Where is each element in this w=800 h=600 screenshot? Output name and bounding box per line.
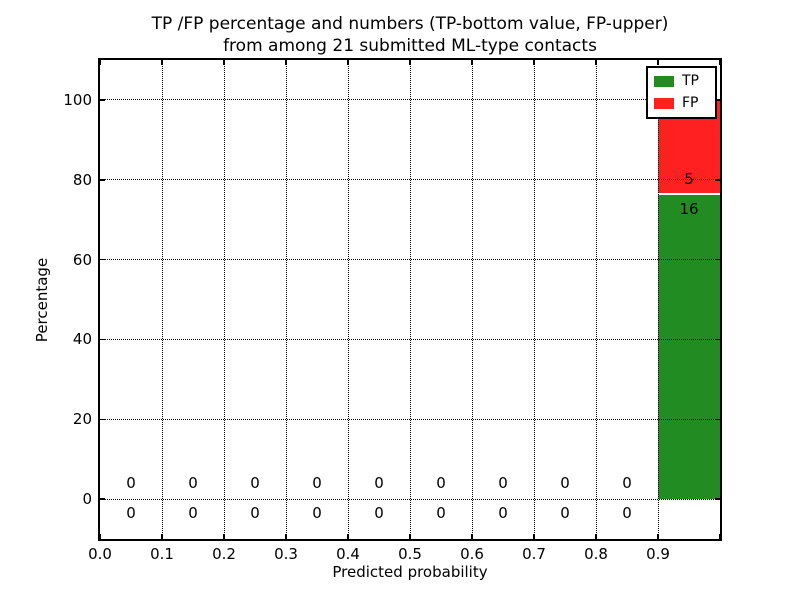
fp-count-label: 0: [622, 474, 632, 493]
gridline-vertical: [347, 60, 349, 539]
chart-title-line1: TP /FP percentage and numbers (TP-bottom…: [151, 14, 669, 34]
fp-count-label: 0: [250, 474, 260, 493]
fp-count-label: 0: [560, 474, 570, 493]
fp-count-label: 5: [684, 169, 694, 188]
y-tick-label: 0: [82, 490, 92, 509]
gridline-vertical: [161, 60, 163, 539]
x-tick-mark: [471, 534, 473, 539]
gridline-horizontal: [100, 418, 720, 420]
y-tick-mark: [100, 498, 105, 500]
gridline-vertical: [533, 60, 535, 539]
legend-label-fp: FP: [682, 95, 699, 111]
x-tick-mark-top: [285, 60, 287, 65]
tp-count-label: 0: [188, 504, 198, 523]
x-tick-mark: [285, 534, 287, 539]
x-tick-mark-top: [347, 60, 349, 65]
legend-label-tp: TP: [682, 73, 699, 89]
x-tick-mark: [657, 534, 659, 539]
x-tick-label: 0.3: [274, 545, 298, 563]
chart-title-line2: from among 21 submitted ML-type contacts: [223, 36, 597, 56]
tp-count-label: 16: [679, 199, 699, 218]
y-tick-mark: [100, 99, 105, 101]
tp-count-label: 0: [374, 504, 384, 523]
gridline-vertical: [595, 60, 597, 539]
fp-count-label: 0: [126, 474, 136, 493]
x-tick-mark-top: [595, 60, 597, 65]
x-tick-label: 0.9: [646, 545, 670, 563]
x-tick-mark-top: [161, 60, 163, 65]
x-tick-mark: [409, 534, 411, 539]
x-tick-mark: [223, 534, 225, 539]
y-tick-mark-right: [715, 179, 720, 181]
tp-count-label: 0: [126, 504, 136, 523]
gridline-vertical: [223, 60, 225, 539]
gridline-horizontal: [100, 338, 720, 340]
x-tick-mark-top: [533, 60, 535, 65]
gridline-vertical: [471, 60, 473, 539]
x-tick-label: 0.2: [212, 545, 236, 563]
fp-count-label: 0: [498, 474, 508, 493]
gridline-vertical: [409, 60, 411, 539]
tp-count-label: 0: [250, 504, 260, 523]
y-tick-label: 100: [63, 90, 92, 109]
y-tick-mark: [100, 258, 105, 261]
bar-segment-tp: [658, 194, 720, 500]
gridline-horizontal: [100, 99, 720, 101]
x-tick-mark-top: [99, 60, 101, 65]
y-tick-label: 80: [72, 170, 92, 189]
x-tick-mark: [99, 534, 101, 539]
x-tick-mark: [533, 534, 535, 539]
legend-item-tp: TP: [654, 73, 709, 89]
gridline-horizontal: [100, 179, 720, 181]
x-tick-mark-top: [471, 60, 473, 65]
fp-color-swatch: [654, 97, 674, 109]
gridline-horizontal: [100, 498, 720, 500]
y-tick-label: 60: [72, 250, 92, 269]
gridline-vertical: [285, 60, 287, 539]
gridline-horizontal: [100, 259, 720, 261]
y-tick-mark: [100, 179, 105, 181]
x-tick-mark: [719, 534, 721, 539]
x-tick-label: 0.4: [336, 545, 360, 563]
x-tick-mark-top: [409, 60, 411, 65]
x-tick-mark-top: [719, 60, 721, 65]
x-tick-mark: [161, 534, 163, 539]
fp-count-label: 0: [436, 474, 446, 493]
tp-color-swatch: [654, 75, 674, 87]
x-axis-label: Predicted probability: [332, 563, 488, 581]
fp-count-label: 0: [188, 474, 198, 493]
chart-title: TP /FP percentage and numbers (TP-bottom…: [100, 13, 720, 57]
fp-count-label: 0: [374, 474, 384, 493]
x-tick-mark-top: [223, 60, 225, 65]
y-tick-mark-right: [715, 99, 720, 101]
legend: TP FP: [646, 66, 717, 119]
tp-count-label: 0: [560, 504, 570, 523]
y-tick-mark-right: [715, 258, 720, 261]
x-tick-mark: [347, 534, 349, 539]
tp-count-label: 0: [436, 504, 446, 523]
tp-count-label: 0: [622, 504, 632, 523]
legend-item-fp: FP: [654, 95, 709, 111]
x-tick-mark-top: [657, 60, 659, 65]
y-tick-mark-right: [715, 338, 720, 341]
y-tick-mark: [100, 418, 105, 420]
x-tick-label: 0.0: [88, 545, 112, 563]
x-tick-mark: [595, 534, 597, 539]
x-tick-label: 0.8: [584, 545, 608, 563]
gridline-vertical: [657, 60, 659, 539]
y-tick-mark-right: [715, 418, 720, 420]
x-tick-label: 0.5: [398, 545, 422, 563]
x-tick-label: 0.1: [150, 545, 174, 563]
fp-count-label: 0: [312, 474, 322, 493]
y-tick-label: 20: [72, 410, 92, 429]
x-tick-label: 0.6: [460, 545, 484, 563]
plot-area: 0 0 0 0 0 0 0 0 0 0 0 0 0 0 0 0 0 0 5 16: [98, 58, 722, 541]
x-tick-label: 0.7: [522, 545, 546, 563]
tp-count-label: 0: [498, 504, 508, 523]
y-tick-label: 40: [72, 330, 92, 349]
y-tick-mark: [100, 338, 105, 341]
tp-count-label: 0: [312, 504, 322, 523]
y-tick-mark-right: [715, 498, 720, 500]
